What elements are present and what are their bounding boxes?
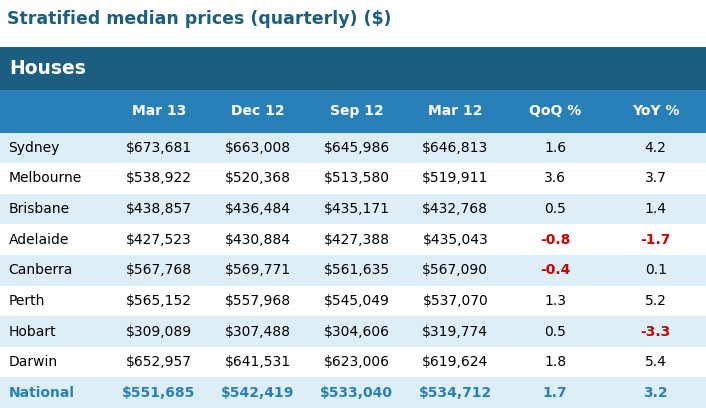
- Text: $569,771: $569,771: [225, 263, 291, 277]
- Text: $436,484: $436,484: [225, 202, 291, 216]
- Text: 0.5: 0.5: [544, 202, 566, 216]
- Text: $435,171: $435,171: [323, 202, 390, 216]
- Text: Mar 13: Mar 13: [131, 104, 186, 118]
- Text: -0.8: -0.8: [540, 233, 570, 247]
- Text: $673,681: $673,681: [126, 141, 192, 155]
- Text: $645,986: $645,986: [323, 141, 390, 155]
- Text: 5.4: 5.4: [645, 355, 666, 369]
- Text: QoQ %: QoQ %: [529, 104, 581, 118]
- Text: -0.4: -0.4: [540, 263, 570, 277]
- Text: $307,488: $307,488: [225, 324, 291, 339]
- Text: -3.3: -3.3: [640, 324, 671, 339]
- Text: Adelaide: Adelaide: [8, 233, 69, 247]
- Text: $520,368: $520,368: [225, 171, 291, 186]
- Text: $619,624: $619,624: [422, 355, 489, 369]
- Text: $304,606: $304,606: [323, 324, 390, 339]
- Bar: [0, 224, 706, 255]
- Bar: [0, 347, 706, 377]
- Text: $663,008: $663,008: [225, 141, 291, 155]
- Text: Darwin: Darwin: [8, 355, 58, 369]
- Text: $542,419: $542,419: [221, 386, 294, 400]
- Text: $534,712: $534,712: [419, 386, 492, 400]
- Text: Sydney: Sydney: [8, 141, 60, 155]
- Text: Canberra: Canberra: [8, 263, 73, 277]
- Text: Melbourne: Melbourne: [8, 171, 82, 186]
- Text: $430,884: $430,884: [225, 233, 291, 247]
- Text: 1.3: 1.3: [544, 294, 566, 308]
- Bar: [0, 194, 706, 224]
- Text: $538,922: $538,922: [126, 171, 192, 186]
- Text: $319,774: $319,774: [422, 324, 489, 339]
- Text: -1.7: -1.7: [640, 233, 671, 247]
- Text: $561,635: $561,635: [323, 263, 390, 277]
- Bar: [0, 316, 706, 347]
- Text: Mar 12: Mar 12: [428, 104, 483, 118]
- Text: 1.8: 1.8: [544, 355, 566, 369]
- Text: Stratified median prices (quarterly) ($): Stratified median prices (quarterly) ($): [7, 10, 392, 28]
- Text: $652,957: $652,957: [126, 355, 192, 369]
- Text: 3.6: 3.6: [544, 171, 566, 186]
- Text: Perth: Perth: [8, 294, 45, 308]
- Text: $641,531: $641,531: [225, 355, 291, 369]
- Text: 1.6: 1.6: [544, 141, 566, 155]
- Text: 3.7: 3.7: [645, 171, 666, 186]
- Text: $438,857: $438,857: [126, 202, 192, 216]
- Text: $537,070: $537,070: [422, 294, 489, 308]
- Bar: [0, 255, 706, 286]
- Bar: [0, 90, 706, 133]
- Text: 5.2: 5.2: [645, 294, 666, 308]
- Text: $623,006: $623,006: [323, 355, 390, 369]
- Text: Sep 12: Sep 12: [330, 104, 383, 118]
- Text: 0.1: 0.1: [645, 263, 666, 277]
- Text: $427,523: $427,523: [126, 233, 192, 247]
- Text: $565,152: $565,152: [126, 294, 192, 308]
- Text: Brisbane: Brisbane: [8, 202, 70, 216]
- Text: $432,768: $432,768: [422, 202, 489, 216]
- Text: $567,768: $567,768: [126, 263, 192, 277]
- Text: $551,685: $551,685: [122, 386, 196, 400]
- Bar: [0, 47, 706, 90]
- Text: $435,043: $435,043: [422, 233, 489, 247]
- Text: $513,580: $513,580: [323, 171, 390, 186]
- Bar: [0, 133, 706, 163]
- Bar: [0, 163, 706, 194]
- Text: $519,911: $519,911: [422, 171, 489, 186]
- Text: $533,040: $533,040: [320, 386, 393, 400]
- Text: $567,090: $567,090: [422, 263, 489, 277]
- Text: 1.4: 1.4: [645, 202, 666, 216]
- Text: Houses: Houses: [9, 59, 86, 78]
- Text: Hobart: Hobart: [8, 324, 56, 339]
- Text: $545,049: $545,049: [323, 294, 390, 308]
- Text: Dec 12: Dec 12: [231, 104, 285, 118]
- Text: $557,968: $557,968: [225, 294, 291, 308]
- Text: 0.5: 0.5: [544, 324, 566, 339]
- Bar: [0, 286, 706, 316]
- Bar: [0, 377, 706, 408]
- Text: YoY %: YoY %: [632, 104, 679, 118]
- Text: National: National: [8, 386, 74, 400]
- Text: 4.2: 4.2: [645, 141, 666, 155]
- Text: $646,813: $646,813: [422, 141, 489, 155]
- Text: 3.2: 3.2: [643, 386, 668, 400]
- Text: $309,089: $309,089: [126, 324, 192, 339]
- Text: 1.7: 1.7: [543, 386, 568, 400]
- Text: $427,388: $427,388: [323, 233, 390, 247]
